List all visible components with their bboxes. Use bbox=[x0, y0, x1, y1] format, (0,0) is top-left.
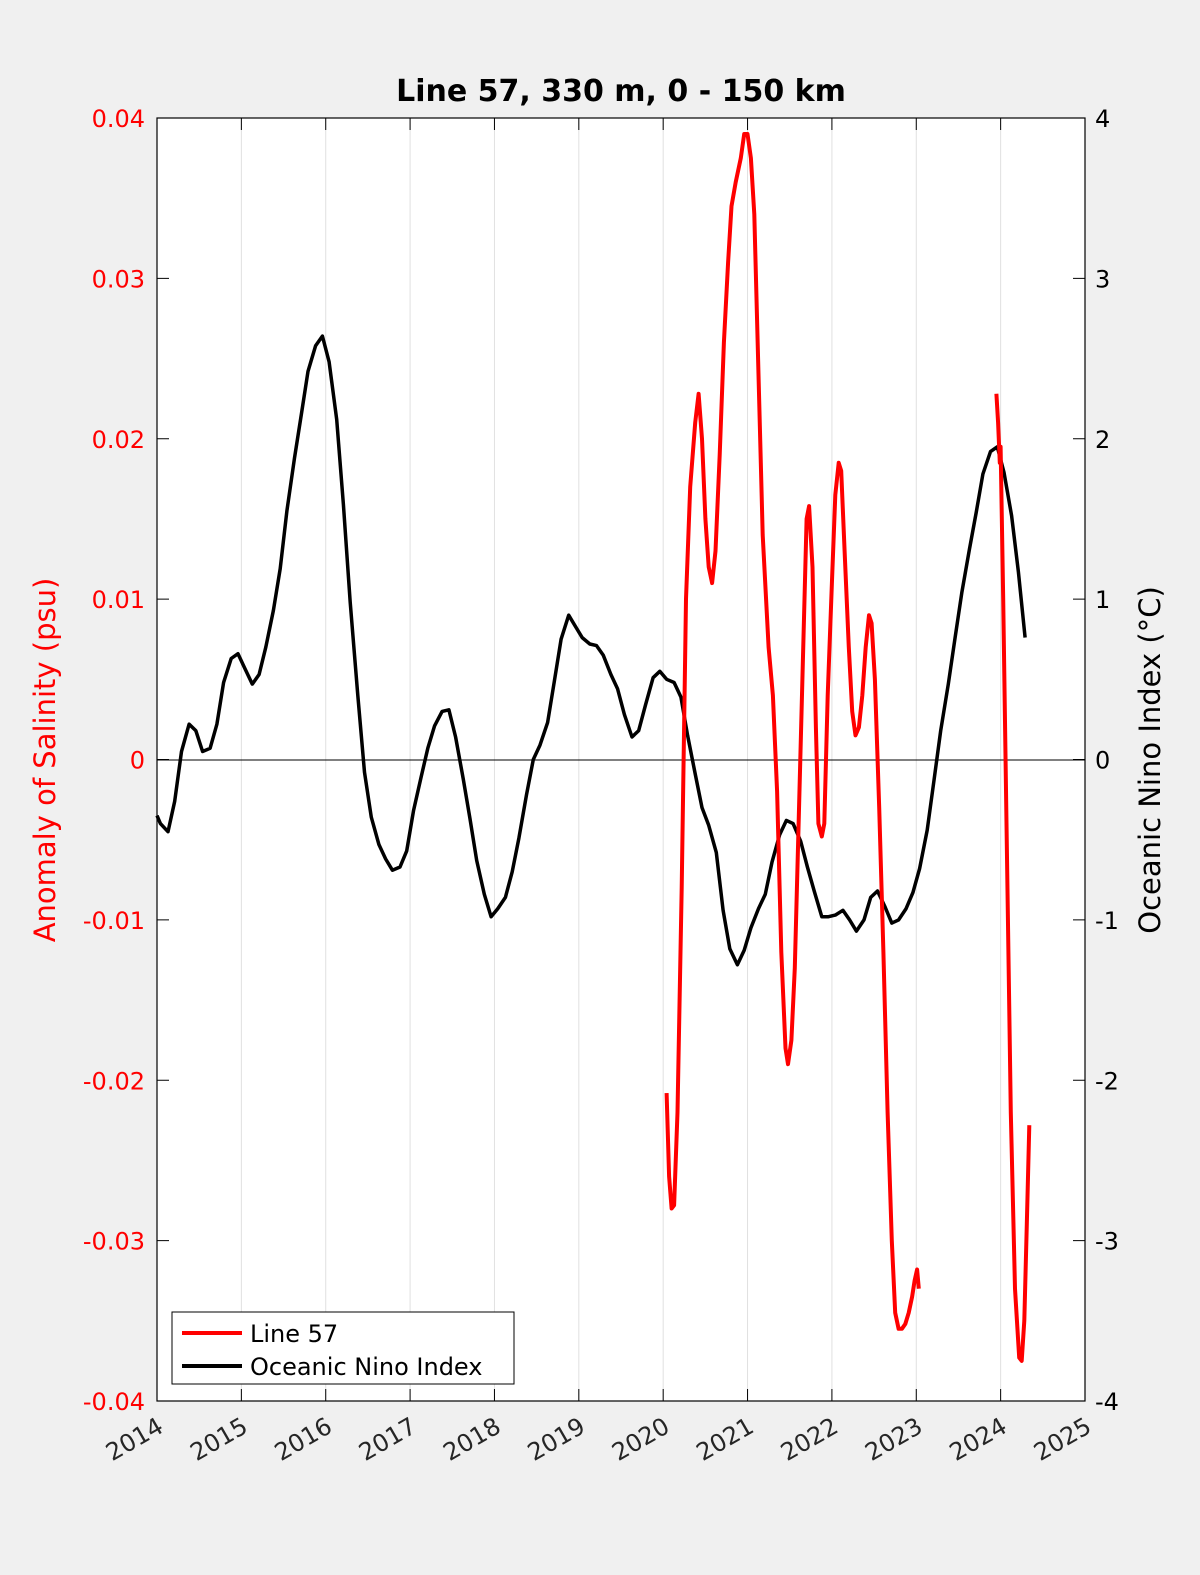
tick-label-right: 0 bbox=[1095, 747, 1110, 775]
tick-label-right: -4 bbox=[1095, 1388, 1119, 1416]
tick-label-right: -3 bbox=[1095, 1228, 1119, 1256]
tick-label-right: 3 bbox=[1095, 265, 1110, 293]
tick-label-left: 0.02 bbox=[92, 426, 145, 454]
series-layer bbox=[155, 132, 1032, 1363]
series-line-line57-segment-0 bbox=[664, 132, 921, 1331]
tick-label-left: -0.03 bbox=[83, 1228, 145, 1256]
tick-label-left: 0.03 bbox=[92, 265, 145, 293]
tick-label-left: 0 bbox=[130, 747, 145, 775]
tick-label-right: 2 bbox=[1095, 426, 1110, 454]
tick-label-left: 0.04 bbox=[92, 105, 145, 133]
y-axis-label-right: Oceanic Nino Index (°C) bbox=[1133, 586, 1167, 934]
tick-label-left: -0.04 bbox=[83, 1388, 145, 1416]
legend-box bbox=[171, 1311, 515, 1385]
tick-label-left: 0.01 bbox=[92, 586, 145, 614]
tick-label-right: -1 bbox=[1095, 907, 1119, 935]
y-axis-label-left: Anomaly of Salinity (psu) bbox=[28, 578, 62, 943]
chart-title: Line 57, 330 m, 0 - 150 km bbox=[396, 74, 846, 109]
tick-label-left: -0.02 bbox=[83, 1067, 145, 1095]
tick-label-right: -2 bbox=[1095, 1067, 1119, 1095]
series-line-line57-segment-1 bbox=[994, 393, 1032, 1363]
tick-label-right: 1 bbox=[1095, 586, 1110, 614]
tick-label-left: -0.01 bbox=[83, 907, 145, 935]
legend: Line 57 Oceanic Nino Index bbox=[171, 1311, 515, 1385]
legend-label-oni: Oceanic Nino Index bbox=[250, 1353, 482, 1381]
tick-label-right: 4 bbox=[1095, 105, 1110, 133]
legend-label-line57: Line 57 bbox=[250, 1320, 338, 1348]
